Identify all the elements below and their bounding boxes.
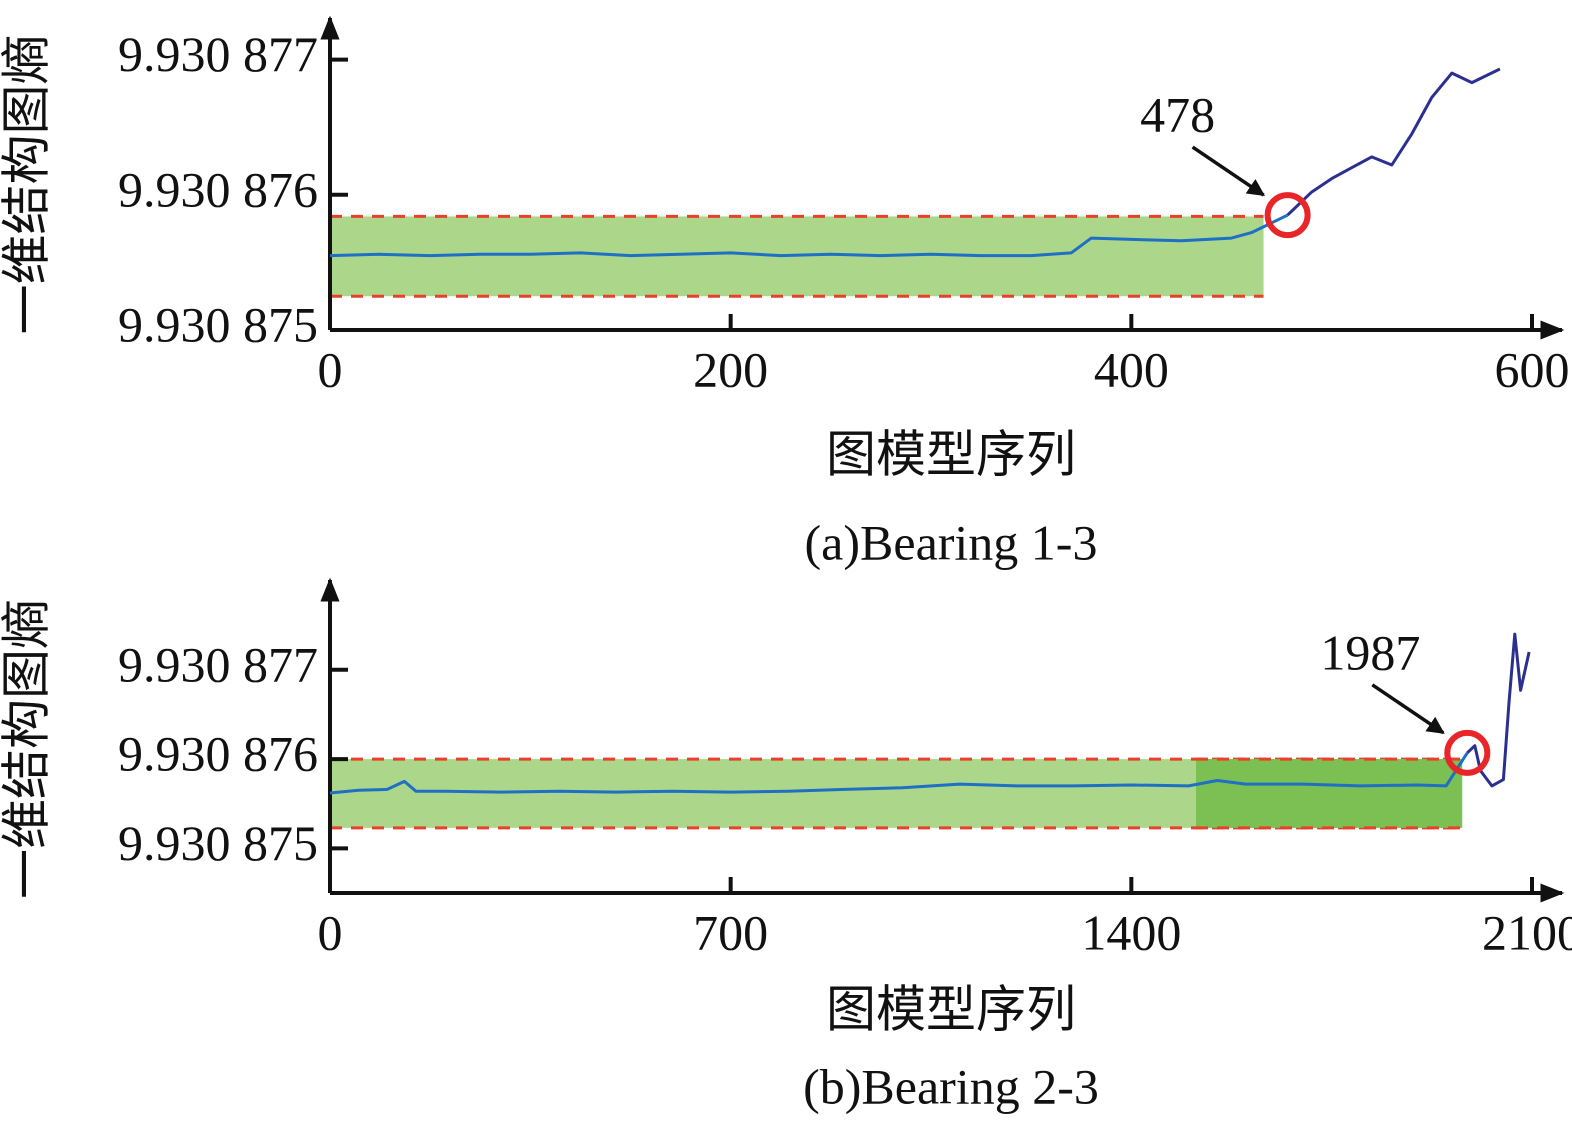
highlight-circle — [1264, 192, 1311, 239]
annotation-label: 478 — [1140, 87, 1215, 143]
caption: (a)Bearing 1-3 — [805, 514, 1098, 570]
annotation-label: 1987 — [1320, 624, 1420, 680]
highlight-circle — [1444, 729, 1491, 776]
y-tick-label: 9.930 876 — [118, 726, 318, 782]
x-axis-label: 图模型序列 — [826, 426, 1076, 482]
annotation-arrow — [1191, 145, 1266, 197]
series-line — [329, 751, 1469, 795]
x-tick-label: 200 — [693, 341, 768, 397]
x-tick-label: 600 — [1495, 341, 1570, 397]
x-axis-label: 图模型序列 — [826, 981, 1076, 1037]
x-tick-label: 400 — [1094, 341, 1169, 397]
series-line — [1466, 632, 1531, 788]
x-tick-label: 2100 — [1482, 904, 1572, 960]
y-axis-label: 一维结构图熵 — [0, 599, 54, 899]
y-tick-label: 9.930 877 — [118, 636, 318, 692]
caption: (b)Bearing 2-3 — [803, 1058, 1099, 1114]
x-tick-label: 1400 — [1081, 904, 1181, 960]
band — [1196, 759, 1463, 828]
y-tick-label: 9.930 876 — [118, 161, 318, 217]
y-tick-label: 9.930 877 — [118, 26, 318, 82]
y-tick-label: 9.930 875 — [118, 815, 318, 871]
x-tick-label: 700 — [693, 904, 768, 960]
x-tick-label: 0 — [318, 904, 343, 960]
y-tick-label: 9.930 875 — [118, 296, 318, 352]
series-line — [1286, 67, 1501, 217]
annotation-arrow — [1371, 683, 1445, 735]
x-tick-label: 0 — [318, 341, 343, 397]
series-line — [329, 213, 1289, 258]
y-axis-label: 一维结构图熵 — [0, 35, 54, 335]
